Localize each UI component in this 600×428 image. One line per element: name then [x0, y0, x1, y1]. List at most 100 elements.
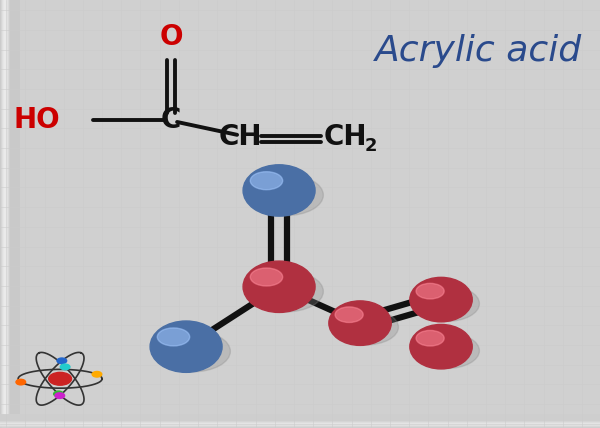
Bar: [1, 0, 10, 428]
Bar: [10, 0, 20, 428]
Ellipse shape: [243, 165, 315, 216]
Bar: [0, 417, 600, 425]
Bar: [2, 0, 11, 428]
Text: 2: 2: [365, 137, 377, 155]
Bar: [3, 0, 13, 428]
Bar: [7, 0, 16, 428]
Bar: [8, 0, 18, 428]
Bar: [7, 0, 17, 428]
Bar: [2, 0, 12, 428]
Bar: [0, 414, 600, 422]
Bar: [0, 416, 600, 423]
Bar: [0, 419, 600, 426]
Bar: [10, 0, 19, 428]
Bar: [0, 416, 600, 423]
Bar: [5, 0, 15, 428]
Bar: [0, 418, 600, 425]
Bar: [0, 419, 600, 426]
Bar: [6, 0, 16, 428]
Bar: [1, 0, 11, 428]
Bar: [0, 419, 600, 425]
Bar: [4, 0, 14, 428]
Bar: [0, 415, 600, 422]
Bar: [0, 420, 600, 427]
Bar: [0, 420, 600, 427]
Bar: [0, 416, 600, 424]
Bar: [8, 0, 17, 428]
Bar: [0, 419, 600, 426]
Bar: [9, 0, 19, 428]
Bar: [0, 419, 600, 427]
Bar: [1, 0, 11, 428]
Bar: [0, 416, 600, 423]
Bar: [8, 0, 18, 428]
Bar: [0, 417, 600, 425]
Bar: [0, 415, 600, 422]
Bar: [0, 417, 600, 424]
Bar: [0, 414, 600, 421]
Bar: [7, 0, 17, 428]
Bar: [7, 0, 17, 428]
Bar: [2, 0, 12, 428]
Bar: [3, 0, 13, 428]
Text: Acrylic acid: Acrylic acid: [375, 34, 582, 68]
Bar: [4, 0, 14, 428]
Ellipse shape: [329, 301, 391, 345]
Bar: [0, 418, 600, 425]
Bar: [0, 421, 600, 428]
Bar: [0, 418, 600, 425]
Bar: [6, 0, 16, 428]
Ellipse shape: [16, 379, 26, 385]
Bar: [0, 416, 600, 424]
Ellipse shape: [410, 277, 472, 322]
Bar: [0, 418, 600, 425]
Bar: [0, 420, 600, 428]
Bar: [0, 416, 600, 423]
Ellipse shape: [250, 268, 283, 286]
Ellipse shape: [414, 286, 479, 321]
Bar: [0, 418, 600, 425]
Bar: [0, 420, 600, 427]
Ellipse shape: [410, 324, 472, 369]
Bar: [0, 418, 600, 425]
Bar: [2, 0, 13, 428]
Bar: [0, 420, 600, 427]
Bar: [0, 416, 600, 423]
Bar: [4, 0, 14, 428]
Bar: [5, 0, 16, 428]
Bar: [1, 0, 11, 428]
Bar: [4, 0, 14, 428]
Text: CH: CH: [218, 123, 262, 151]
Bar: [0, 415, 600, 422]
Bar: [7, 0, 17, 428]
Bar: [9, 0, 19, 428]
Bar: [0, 414, 600, 422]
Bar: [0, 421, 600, 428]
Bar: [9, 0, 19, 428]
Bar: [0, 415, 600, 422]
Ellipse shape: [49, 372, 71, 385]
Ellipse shape: [250, 172, 283, 190]
Bar: [5, 0, 15, 428]
Bar: [8, 0, 19, 428]
Bar: [0, 420, 600, 428]
Ellipse shape: [53, 391, 63, 397]
Ellipse shape: [150, 321, 222, 372]
Text: CH: CH: [324, 123, 368, 151]
Ellipse shape: [61, 364, 70, 370]
Bar: [6, 0, 16, 428]
Ellipse shape: [248, 271, 323, 312]
Bar: [3, 0, 13, 428]
Bar: [5, 0, 15, 428]
Bar: [2, 0, 13, 428]
Bar: [0, 415, 600, 422]
Bar: [0, 419, 600, 426]
Ellipse shape: [416, 330, 444, 346]
Bar: [0, 419, 600, 427]
Bar: [0, 419, 600, 426]
Bar: [4, 0, 13, 428]
Bar: [0, 415, 600, 422]
Bar: [8, 0, 18, 428]
Bar: [0, 419, 600, 425]
Bar: [0, 414, 600, 421]
